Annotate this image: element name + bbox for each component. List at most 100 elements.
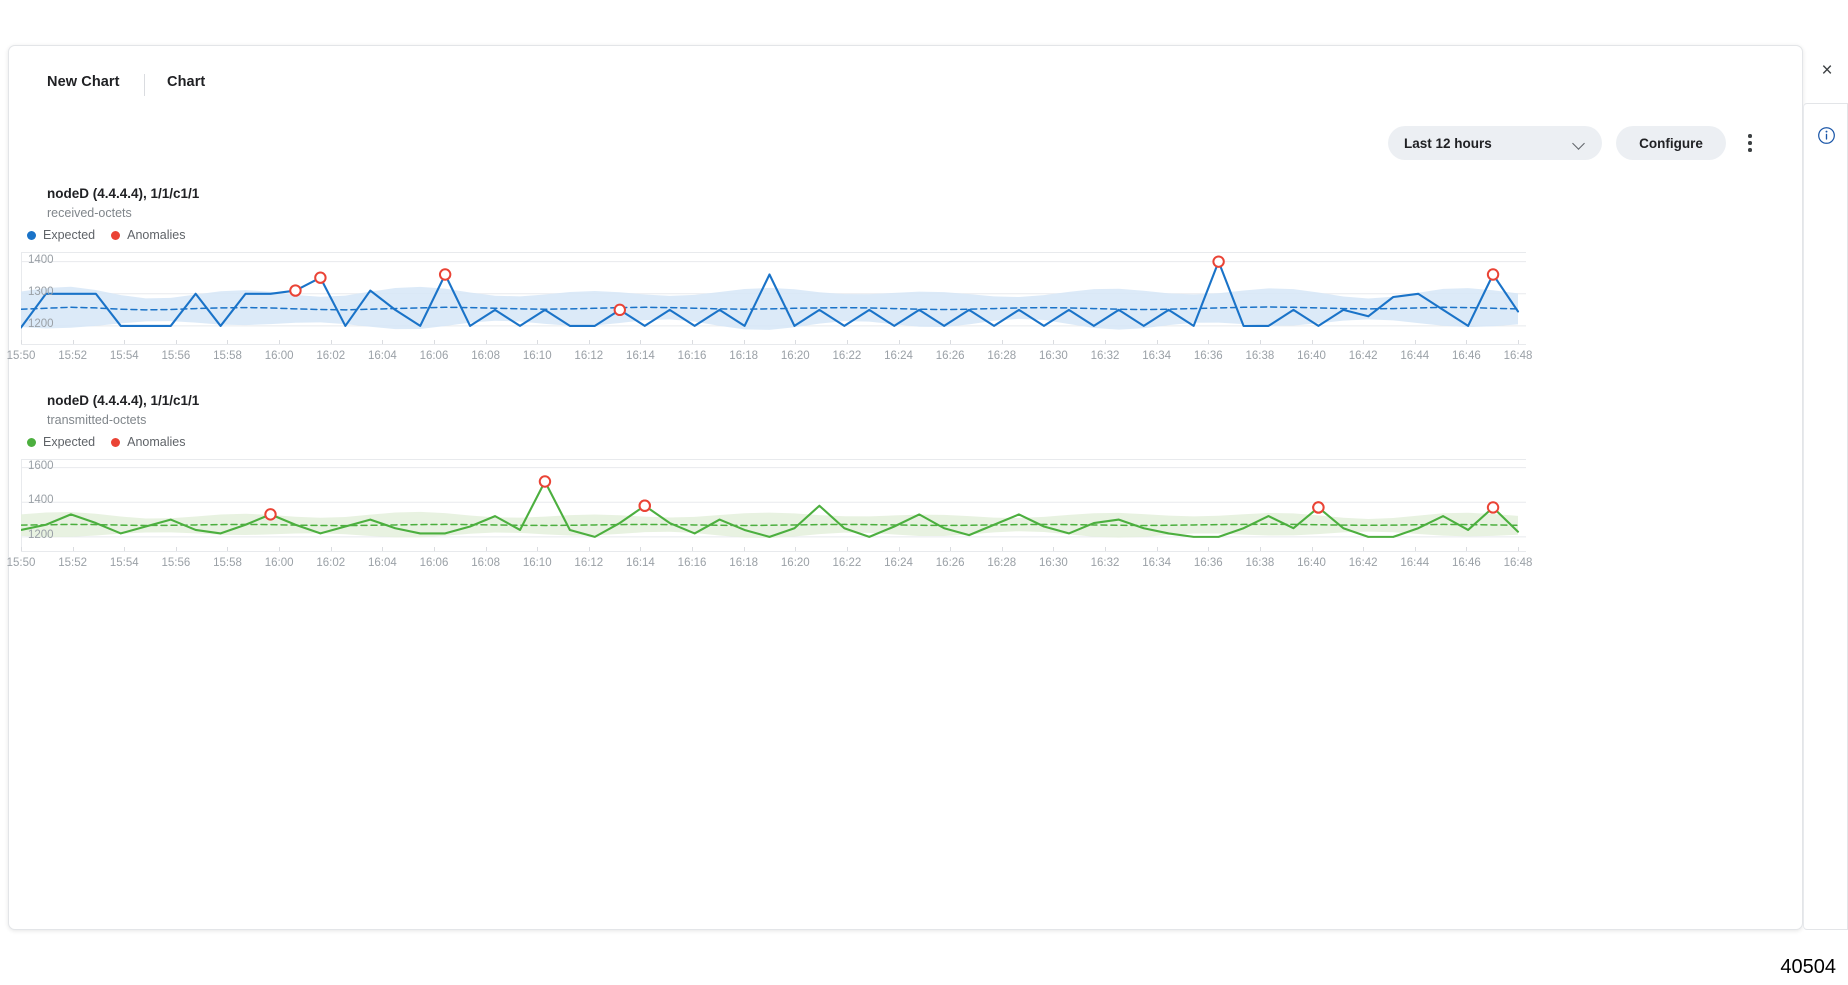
x-axis-tick-mark <box>795 340 797 344</box>
x-axis-tick-label: 16:16 <box>677 350 707 362</box>
kebab-menu-icon[interactable] <box>1740 130 1760 156</box>
legend-item-anomalies[interactable]: Anomalies <box>111 228 186 242</box>
x-axis-tick-label: 16:06 <box>419 350 449 362</box>
x-axis-tick-label: 16:24 <box>884 557 913 569</box>
chart-title: nodeD (4.4.4.4), 1/1/c1/1 <box>47 186 200 201</box>
x-axis-tick-mark <box>1001 340 1003 344</box>
chart-legend: Expected Anomalies <box>27 435 186 449</box>
x-axis-tick-mark <box>1105 340 1107 344</box>
x-axis-tick-label: 16:48 <box>1503 557 1533 569</box>
x-axis-tick-label: 16:34 <box>1142 557 1172 569</box>
x-axis-tick-label: 16:28 <box>987 350 1017 362</box>
info-circle-icon[interactable] <box>1817 126 1836 145</box>
anomaly-marker[interactable] <box>1312 501 1325 514</box>
x-axis-tick-mark <box>743 547 745 551</box>
series-actual <box>19 260 1520 329</box>
x-axis-tick-label: 15:56 <box>161 557 191 569</box>
x-axis-tick-label: 16:32 <box>1090 350 1120 362</box>
anomaly-marker[interactable] <box>1486 268 1500 281</box>
tab-chart[interactable]: Chart <box>167 74 206 90</box>
x-axis-tick-label: 15:52 <box>58 350 87 362</box>
legend-dot-anomalies <box>111 437 121 447</box>
x-axis-tick-label: 16:38 <box>1245 350 1275 362</box>
x-axis-tick-label: 16:04 <box>367 350 397 362</box>
chart-plot-area[interactable]: 1400 1300 1200 <box>19 252 1526 342</box>
time-range-value: Last 12 hours <box>1404 135 1492 151</box>
x-axis-tick-label: 15:50 <box>6 350 36 362</box>
configure-button[interactable]: Configure <box>1616 126 1726 160</box>
chart-svg <box>19 459 1526 549</box>
chart-plot-area[interactable]: 1600 1400 1200 <box>19 459 1526 549</box>
x-axis-tick-mark <box>1105 547 1107 551</box>
x-axis-tick-mark <box>1414 340 1416 344</box>
x-axis-tick-mark <box>692 340 694 344</box>
x-axis-tick-label: 16:28 <box>987 557 1017 569</box>
x-axis-tick-label: 16:40 <box>1297 557 1326 569</box>
x-axis-tick-mark <box>692 547 694 551</box>
x-axis-tick-label: 15:50 <box>6 557 36 569</box>
x-axis-tick-label: 16:44 <box>1400 350 1430 362</box>
anomaly-marker[interactable] <box>538 475 552 488</box>
x-axis-tick-label: 16:36 <box>1193 350 1223 362</box>
x-axis-tick-label: 16:14 <box>626 350 655 362</box>
x-axis-tick-mark <box>1259 547 1261 551</box>
x-axis-tick-label: 16:00 <box>264 557 294 569</box>
x-axis-tick-mark <box>72 340 74 344</box>
anomaly-marker[interactable] <box>264 508 277 521</box>
x-axis-tick-mark <box>1363 547 1365 551</box>
chart-x-axis: 15:50 15:52 15:54 15:56 15:58 16:00 16:02 16:04… <box>7 547 1532 573</box>
x-axis-tick-label: 16:18 <box>729 350 759 362</box>
x-axis-tick-mark <box>1208 340 1210 344</box>
close-icon[interactable]: × <box>1821 60 1833 81</box>
x-axis-tick-mark <box>485 340 487 344</box>
x-axis-tick-mark <box>950 547 952 551</box>
legend-label-expected: Expected <box>43 228 96 242</box>
x-axis-tick-label: 16:30 <box>1039 350 1068 362</box>
x-axis-tick-label: 16:12 <box>574 557 604 569</box>
x-axis-tick-label: 16:42 <box>1348 350 1378 362</box>
legend-item-anomalies[interactable]: Anomalies <box>111 435 186 449</box>
x-axis-line <box>21 551 1526 552</box>
y-axis-tick-label: 1200 <box>28 528 54 541</box>
x-axis-tick-mark <box>485 547 487 551</box>
chart-legend: Expected Anomalies <box>27 228 186 242</box>
legend-dot-expected <box>27 437 36 447</box>
anomaly-marker[interactable] <box>613 303 626 317</box>
x-axis-tick-label: 16:30 <box>1039 557 1068 569</box>
x-axis-tick-mark <box>175 340 177 344</box>
anomaly-marker[interactable] <box>289 284 302 297</box>
x-axis-tick-label: 16:22 <box>832 557 862 569</box>
anomaly-marker[interactable] <box>1486 501 1500 514</box>
anomaly-marker[interactable] <box>438 268 452 281</box>
x-axis-tick-label: 16:16 <box>677 557 707 569</box>
x-axis-tick-label: 16:26 <box>935 557 965 569</box>
anomaly-marker[interactable] <box>638 499 651 512</box>
x-axis-tick-mark <box>846 547 848 551</box>
x-axis-tick-label: 16:18 <box>729 557 759 569</box>
series-expected <box>20 306 1519 311</box>
time-range-select[interactable]: Last 12 hours <box>1388 126 1602 160</box>
x-axis-tick-label: 15:58 <box>213 350 242 362</box>
x-axis-tick-mark <box>1414 547 1416 551</box>
x-axis-tick-mark <box>433 547 435 551</box>
x-axis-tick-label: 16:42 <box>1348 557 1378 569</box>
x-axis-tick-label: 15:58 <box>213 557 242 569</box>
x-axis-tick-mark <box>124 547 126 551</box>
x-axis-tick-label: 16:36 <box>1193 557 1223 569</box>
legend-item-expected[interactable]: Expected <box>27 228 95 242</box>
anomaly-marker[interactable] <box>314 271 327 284</box>
x-axis-tick-label: 16:24 <box>884 350 913 362</box>
footer-number: 40504 <box>1780 956 1836 978</box>
x-axis-tick-mark <box>1208 547 1210 551</box>
x-axis-tick-mark <box>743 340 745 344</box>
tab-new-chart[interactable]: New Chart <box>47 74 120 90</box>
y-axis-tick-label: 1600 <box>28 459 54 472</box>
x-axis-tick-mark <box>1311 340 1313 344</box>
legend-item-expected[interactable]: Expected <box>27 435 95 449</box>
x-axis-tick-mark <box>72 547 74 551</box>
anomaly-marker[interactable] <box>1212 255 1225 268</box>
tab-divider <box>144 74 145 96</box>
x-axis-tick-mark <box>21 340 22 344</box>
x-axis-tick-label: 16:00 <box>264 350 294 362</box>
